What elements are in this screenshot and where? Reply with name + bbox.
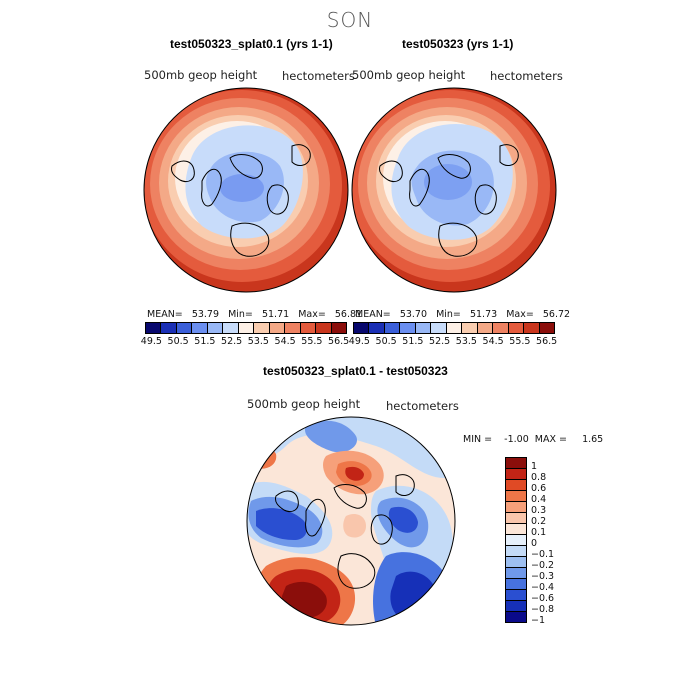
colorbar-tick-label: 1 (531, 461, 538, 472)
colorbar-tick-label: 52.5 (221, 336, 243, 347)
left-panel-title: test050323_splat0.1 (yrs 1-1) (170, 37, 333, 51)
colorbar-tick-label: 0.1 (531, 527, 547, 538)
diff-stats: MIN = -1.00 MAX = 1.65 (463, 434, 604, 445)
colorbar-tick-label: −0.8 (531, 604, 555, 615)
colorbar-swatch (506, 502, 526, 513)
colorbar-swatch (506, 579, 526, 590)
colorbar-tick-label: 55.5 (509, 336, 531, 347)
colorbar-swatch (192, 323, 208, 333)
colorbar-swatch (369, 323, 385, 333)
colorbar-swatch (506, 546, 526, 557)
colorbar-swatch (146, 323, 162, 333)
colorbar-swatch (400, 323, 416, 333)
colorbar-swatch (506, 612, 526, 622)
colorbar-swatch (176, 323, 193, 333)
colorbar-swatch (506, 590, 526, 601)
right-colorbar (353, 322, 555, 334)
colorbar-swatch (223, 323, 239, 333)
left-colorbar-ticks: 49.5 50.5 51.5 52.5 53.5 54.5 55.5 56.5 (138, 336, 352, 347)
colorbar-swatch (506, 491, 526, 502)
colorbar-swatch (506, 535, 526, 546)
left-var-label: 500mb geop height (144, 68, 258, 82)
colorbar-swatch (506, 601, 526, 612)
colorbar-tick-label: 50.5 (375, 336, 397, 347)
colorbar-swatch (506, 480, 526, 491)
colorbar-swatch (300, 323, 317, 333)
colorbar-swatch (477, 323, 494, 333)
colorbar-tick-label: 0.4 (531, 494, 547, 505)
colorbar-swatch (254, 323, 270, 333)
colorbar-tick-label: 0.8 (531, 472, 547, 483)
left-polar-map (143, 87, 349, 293)
colorbar-swatch (506, 458, 526, 469)
colorbar-tick-label: 0.6 (531, 483, 547, 494)
colorbar-swatch (431, 323, 447, 333)
colorbar-tick-label: −0.2 (531, 560, 555, 571)
colorbar-swatch (493, 323, 509, 333)
left-colorbar (145, 322, 347, 334)
right-colorbar-ticks: 49.5 50.5 51.5 52.5 53.5 54.5 55.5 56.5 (346, 336, 560, 347)
right-stats: MEAN= 53.70 Min= 51.73 Max= 56.72 (355, 309, 571, 320)
colorbar-tick-label: 0 (531, 538, 538, 549)
colorbar-swatch (506, 513, 526, 524)
colorbar-tick-label: 0.3 (531, 505, 547, 516)
colorbar-tick-label: −0.1 (531, 549, 555, 560)
colorbar-swatch (446, 323, 463, 333)
colorbar-swatch (161, 323, 177, 333)
colorbar-tick-label: −0.3 (531, 571, 555, 582)
colorbar-swatch (506, 524, 526, 535)
diff-var-label: 500mb geop height (247, 397, 361, 411)
colorbar-swatch (269, 323, 286, 333)
colorbar-swatch (415, 323, 432, 333)
colorbar-tick-label: 56.5 (328, 336, 350, 347)
colorbar-tick-label: 0.2 (531, 516, 547, 527)
colorbar-tick-label: 51.5 (402, 336, 424, 347)
colorbar-tick-label: 53.5 (247, 336, 269, 347)
colorbar-swatch (506, 557, 526, 568)
diff-panel-title: test050323_splat0.1 - test050323 (263, 364, 448, 378)
right-polar-map (351, 87, 557, 293)
season-title: SON (326, 8, 374, 32)
colorbar-tick-label: 55.5 (301, 336, 323, 347)
colorbar-tick-label: 49.5 (348, 336, 370, 347)
colorbar-swatch (508, 323, 525, 333)
colorbar-tick-label: 49.5 (140, 336, 162, 347)
colorbar-swatch (354, 323, 370, 333)
right-panel-title: test050323 (yrs 1-1) (402, 37, 514, 51)
colorbar-tick-label: 54.5 (482, 336, 504, 347)
colorbar-tick-label: 52.5 (429, 336, 451, 347)
colorbar-swatch (524, 323, 540, 333)
colorbar-swatch (506, 469, 526, 480)
colorbar-tick-label: 51.5 (194, 336, 216, 347)
diff-units-label: hectometers (386, 399, 459, 413)
colorbar-tick-label: −0.4 (531, 582, 555, 593)
colorbar-tick-label: 54.5 (274, 336, 296, 347)
colorbar-swatch (462, 323, 478, 333)
colorbar-tick-label: 50.5 (167, 336, 189, 347)
colorbar-swatch (331, 323, 347, 333)
colorbar-swatch (539, 323, 555, 333)
colorbar-swatch (238, 323, 255, 333)
colorbar-tick-label: 56.5 (536, 336, 558, 347)
left-units-label: hectometers (282, 69, 355, 83)
colorbar-tick-label: −0.6 (531, 593, 555, 604)
right-var-label: 500mb geop height (352, 68, 466, 82)
colorbar-swatch (207, 323, 224, 333)
diff-polar-map (246, 416, 456, 626)
colorbar-tick-label: −1 (531, 615, 546, 626)
right-units-label: hectometers (490, 69, 563, 83)
colorbar-swatch (384, 323, 401, 333)
colorbar-swatch (316, 323, 332, 333)
diff-colorbar (505, 457, 527, 623)
colorbar-tick-label: 53.5 (455, 336, 477, 347)
colorbar-swatch (506, 568, 526, 579)
left-stats: MEAN= 53.79 Min= 51.71 Max= 56.81 (147, 309, 363, 320)
diff-colorbar-ticks: 1 0.8 0.6 0.4 0.3 0.2 0.1 0 −0.1 −0.2 −0.3 −0.4 −0.6… (531, 461, 555, 626)
colorbar-swatch (285, 323, 301, 333)
